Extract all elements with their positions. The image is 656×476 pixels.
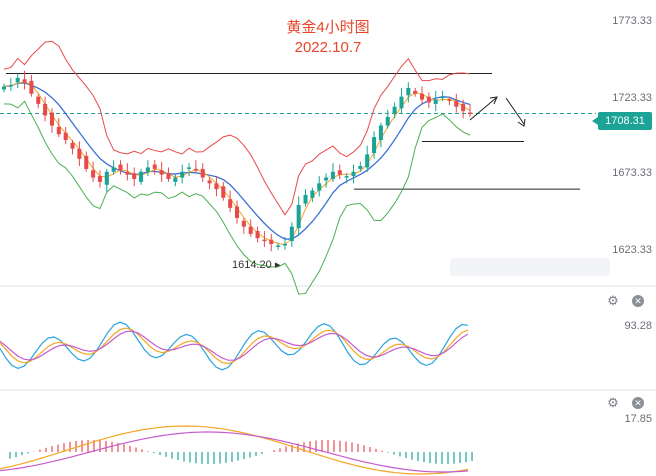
candle-body xyxy=(372,137,377,153)
candle-body xyxy=(282,244,287,246)
current-price-tag: 1708.31 xyxy=(592,112,652,130)
candle-body xyxy=(70,142,75,149)
candle-body xyxy=(91,170,96,178)
forecast-arrow-down xyxy=(505,97,525,125)
close-icon[interactable]: ✕ xyxy=(632,295,644,307)
candle-body xyxy=(56,127,61,135)
candle-body xyxy=(234,206,240,218)
candle-body xyxy=(330,171,335,179)
candle-body xyxy=(63,132,68,140)
candle-body xyxy=(49,112,54,126)
price-tick-2: 1723.33 xyxy=(612,92,652,104)
price-tick-1: 1773.33 xyxy=(612,15,652,27)
gear-icon[interactable]: ⚙ xyxy=(607,293,619,308)
candle-body xyxy=(262,239,267,242)
candle-body xyxy=(145,167,150,172)
forecast-arrow-up xyxy=(469,97,497,121)
candle-body xyxy=(29,80,34,94)
candle-body xyxy=(420,93,425,100)
candle-body xyxy=(1,86,7,90)
candle-body xyxy=(207,180,212,184)
candle-body xyxy=(22,79,27,83)
candle-body xyxy=(15,77,20,83)
oscillator-d-line xyxy=(0,327,469,365)
arrow-head-icon xyxy=(489,96,498,105)
candle-body xyxy=(228,199,233,208)
candle-body xyxy=(111,167,116,172)
candle-body xyxy=(200,168,205,178)
candle-body xyxy=(84,155,89,169)
candle-body xyxy=(255,231,260,239)
candle-body xyxy=(365,154,370,168)
candle-body xyxy=(166,173,171,179)
candle-body xyxy=(139,171,144,182)
lower-band-line xyxy=(3,100,471,295)
candle-body xyxy=(406,88,411,96)
macd-dif-line xyxy=(0,425,469,475)
candle-body xyxy=(159,170,164,175)
candle-body xyxy=(36,96,41,104)
watermark-blur xyxy=(450,258,610,276)
candle-body xyxy=(180,171,185,178)
candle-body xyxy=(118,164,123,171)
candle-body xyxy=(358,166,363,169)
candle-body xyxy=(132,173,137,179)
candle-body xyxy=(8,85,13,87)
candle-body xyxy=(248,226,253,234)
oscillator-j-line xyxy=(0,330,469,361)
candle-body xyxy=(392,106,397,114)
candle-body xyxy=(310,190,315,198)
oscillator-level-label: 93.28 xyxy=(624,320,652,332)
candle-body xyxy=(173,177,178,182)
candle-body xyxy=(104,171,109,185)
candle-body xyxy=(296,205,301,229)
low-price-label: 1614.20 ▸ xyxy=(232,259,281,271)
candle-body xyxy=(378,125,383,140)
candle-body xyxy=(221,186,226,198)
candle-body xyxy=(447,99,452,101)
macd-dea-line xyxy=(0,431,469,473)
upper-band-line xyxy=(3,40,471,216)
candle-body xyxy=(303,194,308,204)
gear-icon[interactable]: ⚙ xyxy=(607,395,619,410)
candle-body xyxy=(187,167,192,169)
candle-body xyxy=(467,112,473,114)
candle-body xyxy=(344,176,349,178)
candle-body xyxy=(454,101,459,107)
candle-body xyxy=(43,103,48,116)
price-tick-4: 1623.33 xyxy=(612,244,652,256)
candle-body xyxy=(433,99,438,104)
candle-body xyxy=(337,170,342,175)
candle-body xyxy=(241,220,246,227)
slow-ma-line xyxy=(3,82,471,240)
arrow-head-icon xyxy=(517,118,526,127)
close-icon[interactable]: ✕ xyxy=(632,397,644,409)
candle-body xyxy=(152,164,157,169)
candle-body xyxy=(426,96,431,103)
candle-body xyxy=(214,183,219,190)
candle-body xyxy=(440,96,445,99)
candle-body xyxy=(289,226,294,242)
macd-level-label: 17.85 xyxy=(624,413,652,425)
candle-body xyxy=(461,103,466,112)
candle-body xyxy=(97,176,102,182)
candle-body xyxy=(269,239,274,244)
candle-body xyxy=(317,183,322,191)
candle-body xyxy=(351,171,356,177)
candle-body xyxy=(125,171,130,175)
candle-body xyxy=(77,148,82,159)
candle-body xyxy=(399,96,404,109)
candle-body xyxy=(276,245,281,247)
candle-body xyxy=(413,90,418,94)
candle-body xyxy=(193,168,198,171)
candle-body xyxy=(324,177,329,181)
chart-date: 2022.10.7 xyxy=(294,39,362,56)
chart-title: 黄金4小时图 xyxy=(286,19,370,36)
candle-body xyxy=(385,116,390,126)
price-tick-3: 1673.33 xyxy=(612,167,652,179)
